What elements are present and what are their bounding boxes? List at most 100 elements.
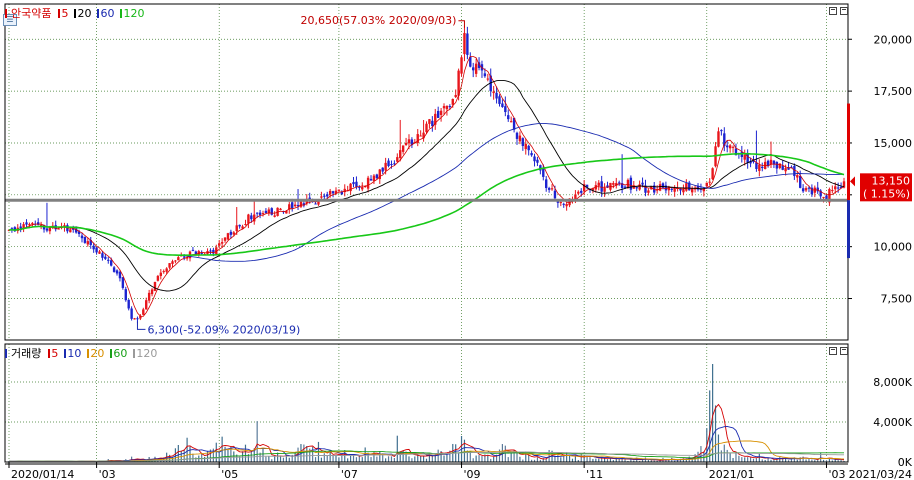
max-annotation-marker (458, 20, 465, 28)
price-panel-maximize-icon[interactable] (840, 7, 848, 15)
candle-body (223, 237, 227, 241)
legend-vol10[interactable]: 10 (64, 347, 81, 360)
volume-frame (4, 343, 849, 463)
candle-body (769, 159, 773, 165)
legend-vol120[interactable]: 120 (133, 347, 157, 360)
ma120-line (8, 152, 845, 256)
candle-body (358, 186, 361, 188)
candle-body (828, 189, 831, 203)
range-bar-down (847, 200, 850, 259)
min-annotation-marker (136, 321, 146, 330)
candle-body (384, 162, 387, 171)
volume-y-tick-label: 8,000K (873, 376, 912, 389)
candle-body (410, 139, 414, 146)
candle-body (439, 110, 443, 116)
candle-body (369, 178, 373, 181)
candle-body (118, 271, 122, 279)
candle-body (253, 214, 256, 222)
candle-body (92, 245, 95, 250)
candle-body (393, 163, 396, 165)
candle-body (25, 222, 28, 225)
candle-body (825, 195, 828, 201)
candle-body (585, 184, 589, 188)
volume-panel-minimize-icon[interactable] (829, 347, 837, 355)
candle-body (177, 257, 180, 261)
candle-body (45, 228, 49, 231)
price-legend: 안국약품 5 20 60 120 (5, 5, 147, 21)
candle-body (559, 202, 563, 204)
candle-body (349, 183, 352, 192)
candle-body (810, 187, 814, 195)
candle-body (399, 150, 402, 159)
legend-vol20[interactable]: 20 (87, 347, 104, 360)
candle-body (121, 277, 125, 288)
candle-body (98, 251, 101, 254)
candle-body (623, 186, 627, 188)
legend-ma5[interactable]: 5 (58, 7, 68, 20)
candle-body (299, 201, 303, 207)
candle-body (772, 160, 776, 165)
candle-body (302, 203, 306, 206)
candle-body (57, 228, 60, 230)
legend-ma60[interactable]: 60 (97, 7, 114, 20)
candle-body (174, 260, 177, 262)
candle-body (419, 135, 422, 137)
candle-body (518, 135, 522, 142)
candle-body (323, 195, 326, 197)
candle-body (775, 161, 779, 169)
candle-body (629, 177, 633, 190)
price-legend-title: 안국약품 (11, 7, 52, 20)
candle-body (591, 188, 595, 191)
candle-body (799, 175, 802, 188)
candle-body (705, 182, 708, 187)
price-y-tick-label: 20,000 (874, 33, 913, 46)
volume-y-tick-label: 4,000K (873, 416, 912, 429)
candle-body (22, 224, 25, 230)
volume-panel-maximize-icon[interactable] (840, 347, 848, 355)
candle-body (670, 188, 673, 190)
candle-body (746, 154, 749, 163)
legend-ma60-marker (97, 8, 100, 18)
candle-body (10, 228, 14, 230)
candle-body (734, 148, 738, 156)
candle-body (404, 142, 408, 145)
price-y-tick-label: 15,000 (874, 137, 913, 150)
candle-body (474, 63, 478, 74)
candle-body (515, 132, 519, 139)
candle-body (839, 186, 843, 189)
candle-body (574, 194, 577, 200)
candle-body (603, 188, 606, 192)
candle-body (124, 289, 127, 301)
legend-vol60-marker (110, 348, 113, 358)
candle-body (416, 134, 419, 144)
price-panel-minimize-icon[interactable] (829, 7, 837, 15)
legend-ma20[interactable]: 20 (74, 7, 91, 20)
candle-body (247, 214, 250, 224)
legend-vol20-marker (87, 348, 90, 358)
candle-body (463, 33, 466, 55)
candle-body (726, 145, 729, 148)
candle-body (620, 183, 624, 189)
x-tick-label: '09 (464, 468, 481, 480)
legend-vol5[interactable]: 5 (48, 347, 58, 360)
candle-body (136, 318, 139, 320)
candle-body (454, 94, 457, 98)
min-annotation-label: 6,300(-52.09% 2020/03/19) (147, 323, 300, 336)
candle-body (381, 167, 384, 172)
candle-body (83, 236, 87, 243)
candle-body (133, 318, 136, 320)
candle-body (422, 132, 425, 139)
current-price-label: 13,150 (872, 174, 911, 187)
candle-body (469, 56, 472, 67)
candle-body (489, 75, 492, 92)
candlestick-series (7, 25, 846, 324)
x-last-date-label: 2021/03/24 (849, 468, 912, 480)
candle-body (320, 196, 323, 198)
candle-body (191, 249, 195, 251)
legend-ma120[interactable]: 120 (120, 7, 144, 20)
legend-vol60[interactable]: 60 (110, 347, 127, 360)
candle-body (509, 121, 513, 123)
candle-body (48, 226, 52, 232)
volume-ma10-line (8, 426, 845, 462)
